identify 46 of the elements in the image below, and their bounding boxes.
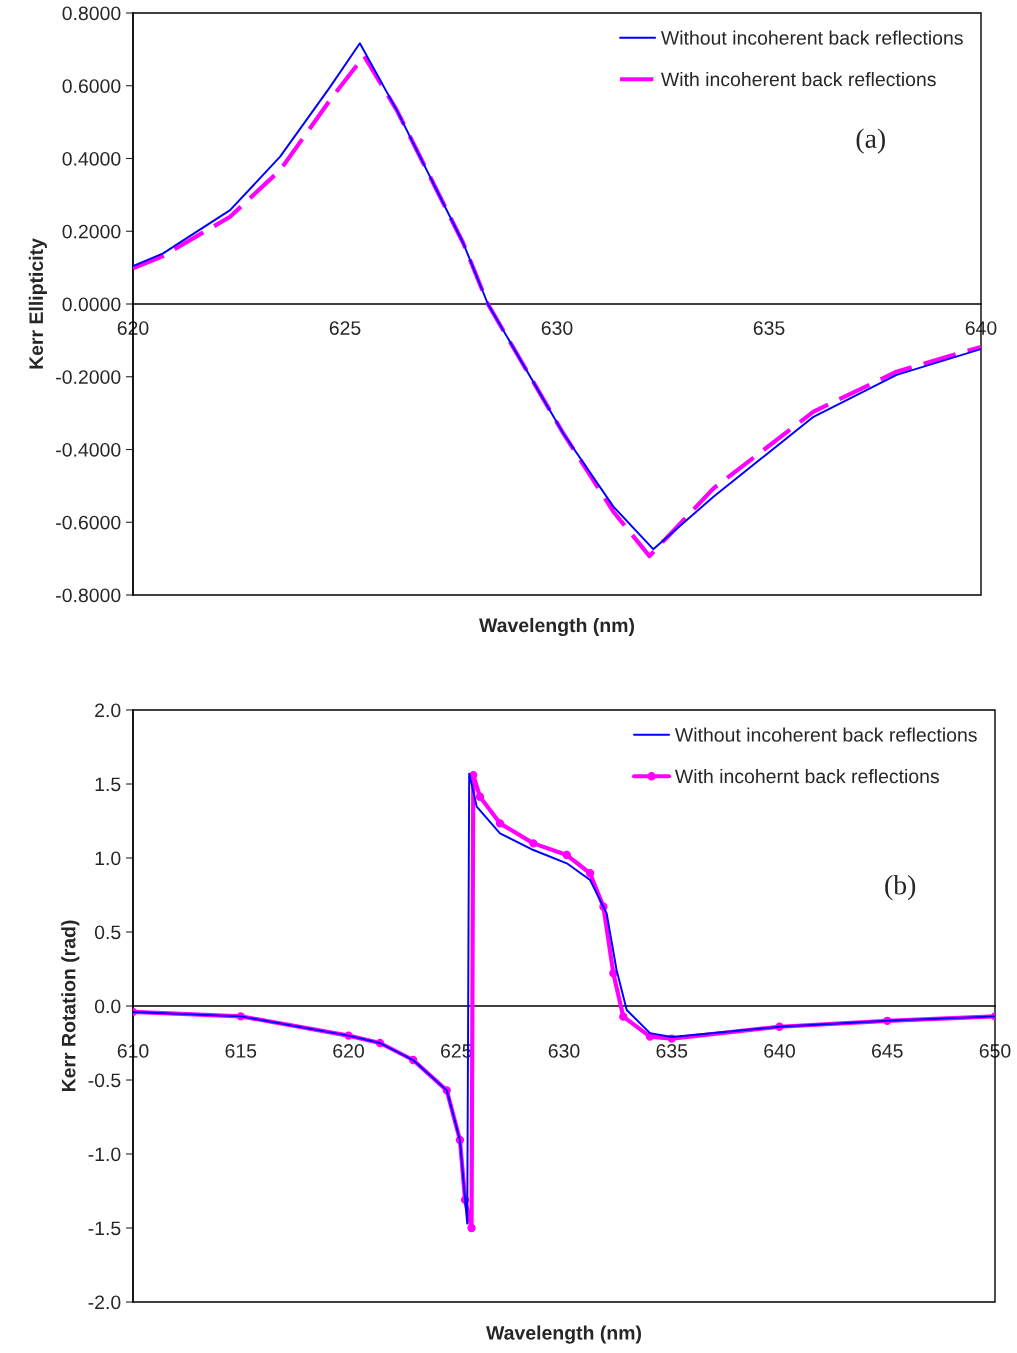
- y-tick-label: 0.2000: [62, 224, 121, 239]
- point: [562, 850, 571, 860]
- annotation: (a): [856, 128, 885, 154]
- annotation: (b): [885, 875, 916, 901]
- x-tick-label: 635: [656, 1044, 688, 1058]
- point: [645, 1032, 655, 1041]
- x-axis-title: Wavelength (nm): [486, 1325, 641, 1344]
- legend-label: With incoherent back reflections: [660, 71, 936, 87]
- point: [529, 839, 538, 848]
- point: [495, 819, 505, 828]
- point: [585, 869, 595, 878]
- y-axis-title: Kerr Rotation (rad): [61, 920, 80, 1092]
- x-axis-title: Wavelength (nm): [479, 617, 634, 637]
- y-tick-label: -2.0: [88, 1295, 121, 1310]
- x-tick-label: 625: [329, 321, 361, 335]
- y-tick-label: -0.5: [88, 1073, 121, 1088]
- y-tick-label: 2.0: [95, 703, 121, 718]
- point: [609, 969, 618, 978]
- x-tick-label: 630: [548, 1044, 580, 1058]
- y-tick-label: -0.2000: [56, 370, 121, 384]
- y-axis-title: Kerr Ellipticity: [28, 238, 47, 369]
- y-tick-label: -1.0: [88, 1147, 121, 1162]
- y-tick-label: -0.6000: [56, 515, 121, 530]
- point: [467, 1223, 476, 1233]
- y-tick-label: -1.5: [88, 1221, 121, 1236]
- x-tick-label: 630: [541, 321, 573, 335]
- x-tick-label: 615: [225, 1044, 257, 1058]
- legend-label: Without incoherent back reflections: [660, 30, 963, 45]
- x-tick-label: 640: [764, 1044, 795, 1058]
- x-tick-label: 645: [872, 1044, 903, 1058]
- y-tick-label: -0.4000: [56, 442, 121, 457]
- x-tick-label: 635: [753, 321, 785, 335]
- y-tick-label: 0.0000: [62, 297, 121, 312]
- point: [619, 1012, 628, 1021]
- y-tick-label: 0.0: [94, 999, 121, 1014]
- x-tick-label: 620: [333, 1044, 364, 1058]
- point: [475, 792, 485, 801]
- y-tick-label: 1.5: [95, 777, 121, 792]
- y-tick-label: 0.4000: [62, 151, 121, 166]
- y-tick-label: -0.8000: [56, 588, 121, 603]
- legend-label: Without incoherent back reflections: [674, 727, 977, 742]
- legend-label: With incohernt back reflections: [674, 768, 939, 784]
- y-tick-label: 0.6000: [62, 79, 121, 93]
- y-tick-label: 0.5: [94, 925, 121, 940]
- y-tick-label: 1.0: [95, 851, 121, 866]
- y-tick-label: 0.8000: [62, 6, 121, 21]
